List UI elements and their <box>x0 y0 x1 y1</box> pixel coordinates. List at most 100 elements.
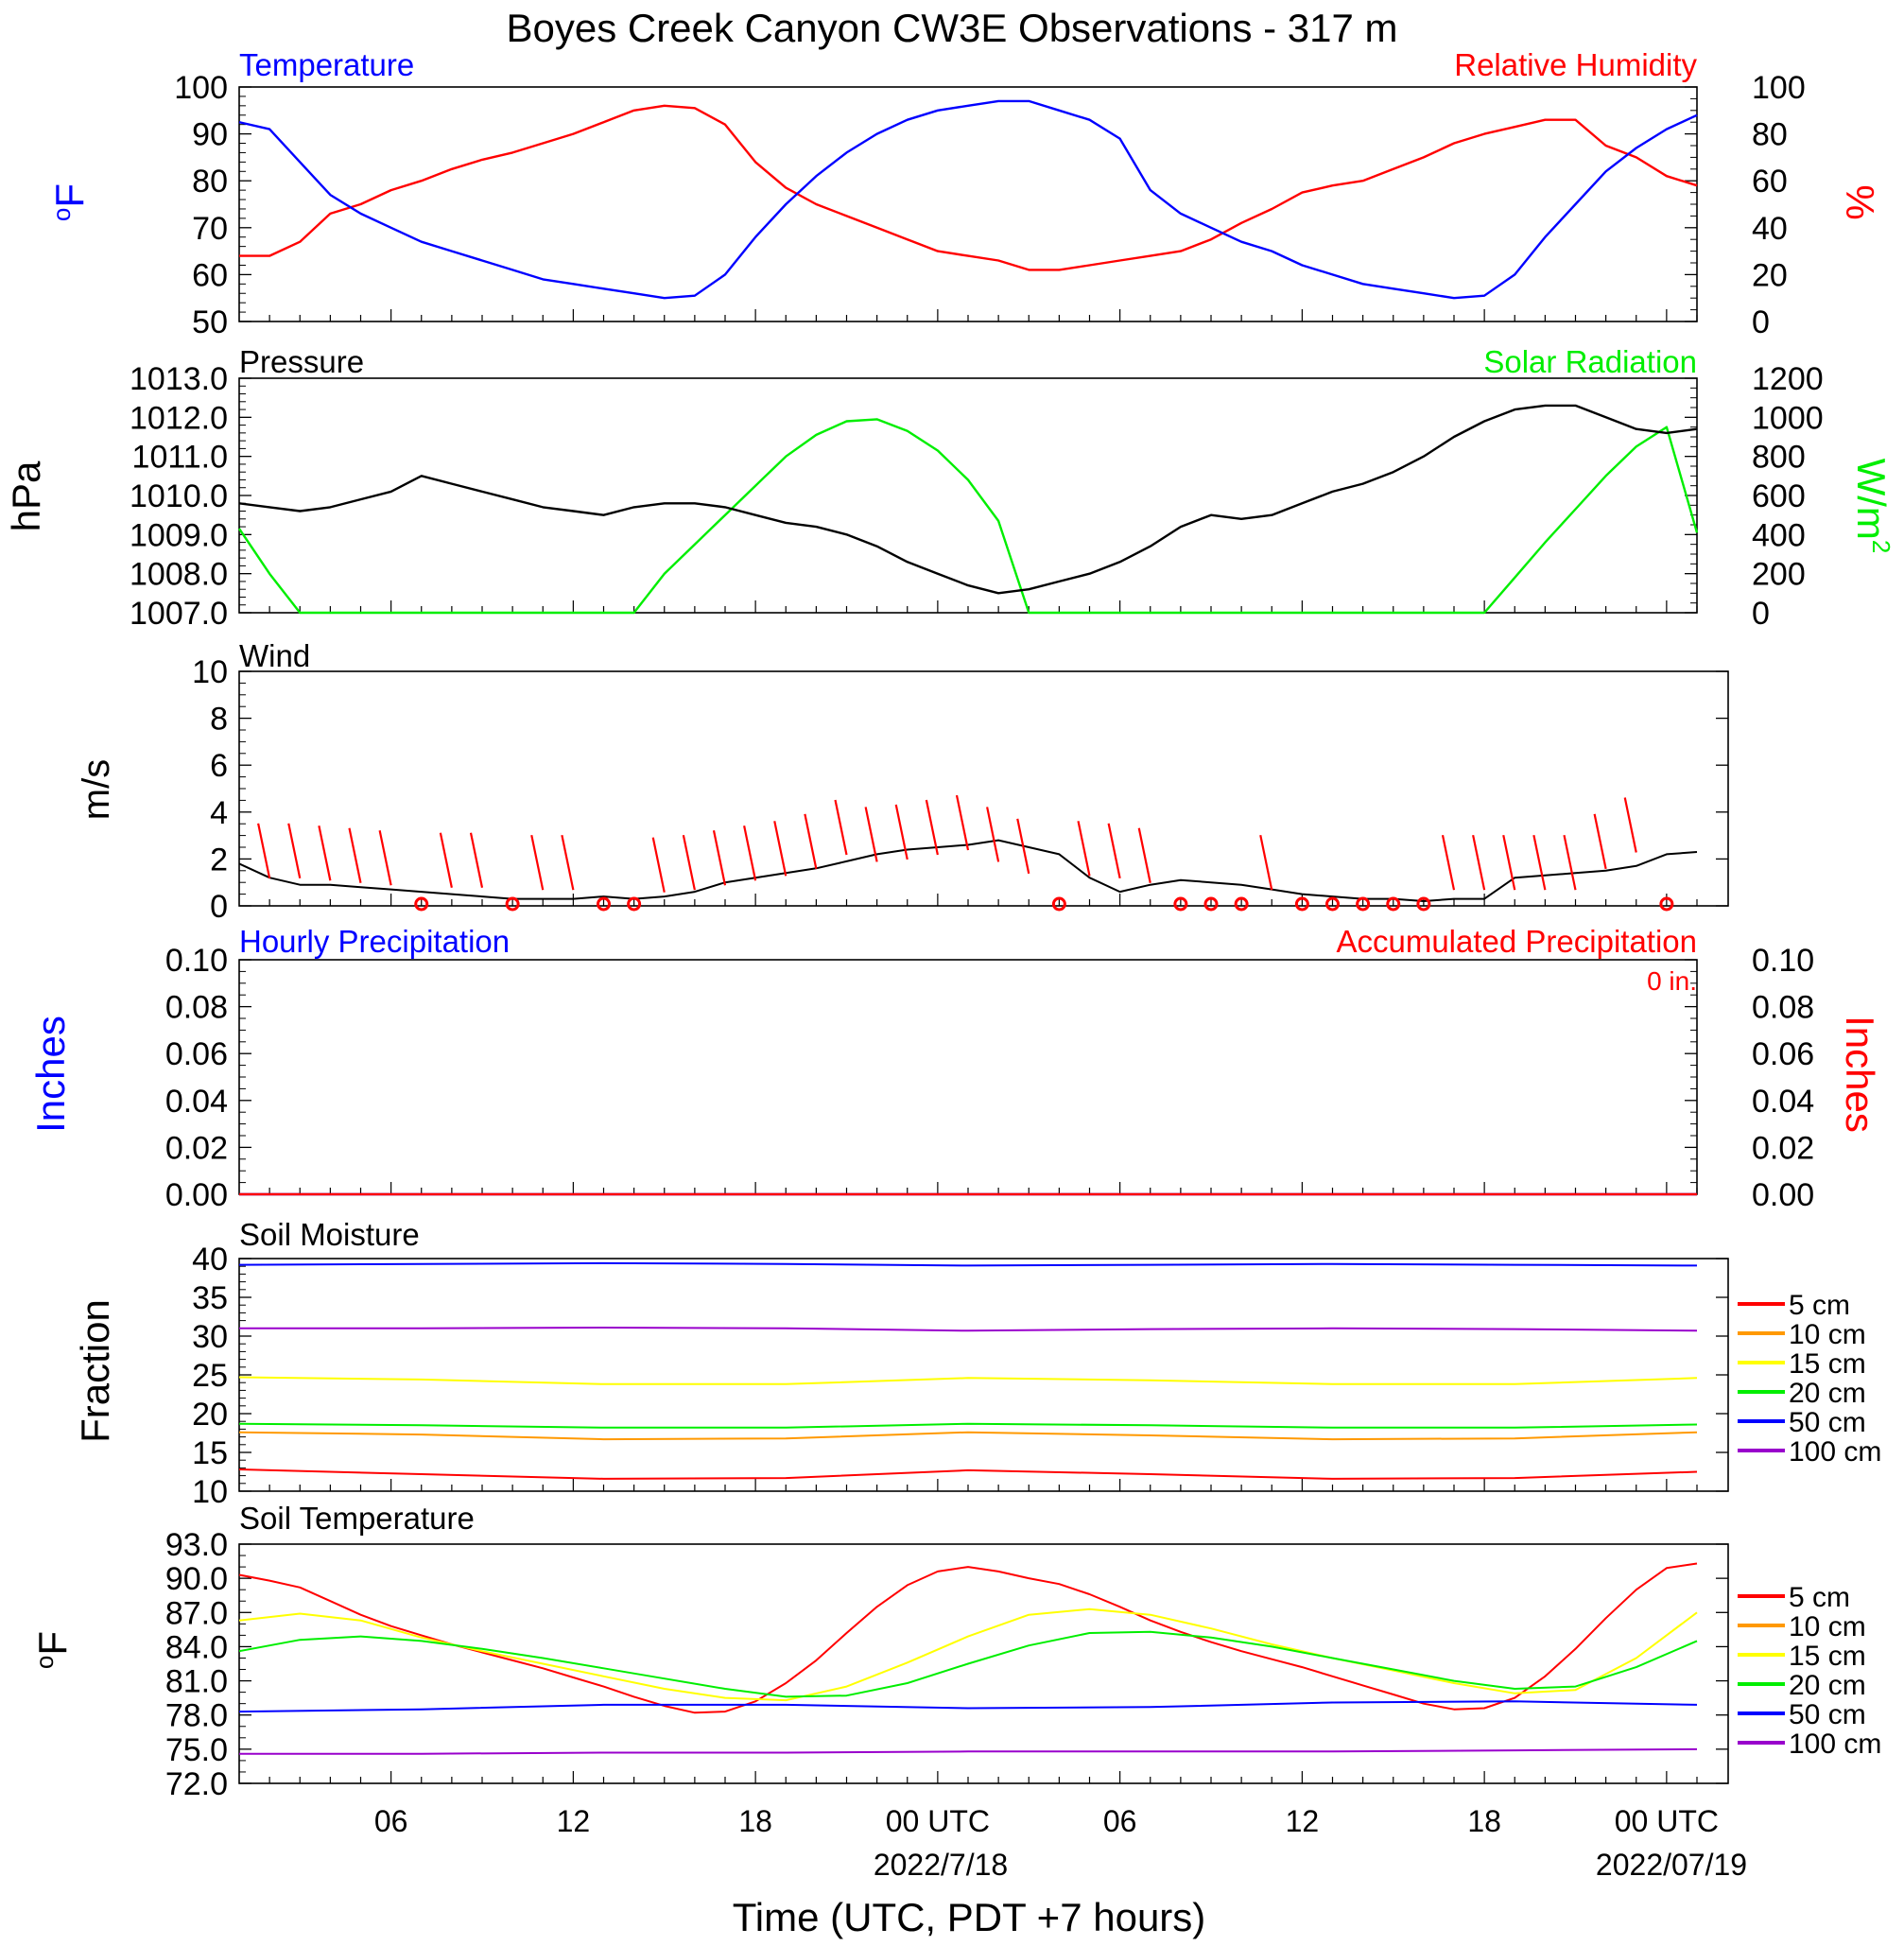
soil-moisture-y-tick-label: 10 <box>192 1474 228 1510</box>
soil-temp-y-tick-label: 90.0 <box>165 1561 228 1597</box>
soil-temp-panel: Soil Temperature oF 93.090.087.084.081.0… <box>30 1501 1881 1802</box>
wind-barb <box>1077 821 1091 877</box>
solar-y-tick-label: 1200 <box>1752 361 1824 397</box>
soil-temp-y-tick-label: 78.0 <box>165 1698 228 1734</box>
soil-temp-line <box>238 1562 1698 1714</box>
soil-moisture-legend-label: 5 cm <box>1789 1290 1850 1321</box>
soil-moisture-unit: Fraction <box>73 1299 117 1443</box>
wind-y-tick-label: 6 <box>210 748 228 784</box>
wind-barb <box>1623 797 1637 853</box>
x-tick-label: 12 <box>557 1804 591 1838</box>
solar-y-tick-label: 800 <box>1752 440 1806 476</box>
soil-moisture-y-tick-label: 35 <box>192 1280 228 1316</box>
solar-unit-base: W/m <box>1849 459 1894 540</box>
wind-speed-line <box>238 839 1698 902</box>
soil-moisture-y-tick-label: 15 <box>192 1435 228 1471</box>
solar-y-tick-label: 600 <box>1752 478 1806 514</box>
precip-right-unit: Inches <box>1838 1016 1882 1133</box>
precip-left-unit: Inches <box>28 1016 73 1133</box>
wind-barb <box>955 794 970 851</box>
precip-panel: Hourly Precipitation Accumulated Precipi… <box>28 924 1882 1213</box>
soil-moisture-line <box>238 1468 1698 1480</box>
wind-barb <box>743 825 757 881</box>
wind-barb <box>1016 818 1030 875</box>
soil-temp-line <box>238 1630 1698 1698</box>
wind-barb <box>864 807 878 862</box>
wind-calm-marker <box>1294 896 1309 912</box>
pressure-solar-frame <box>238 377 1698 614</box>
humidity-title: Relative Humidity <box>1454 47 1697 82</box>
precip-right-y-tick-label: 0.04 <box>1752 1084 1814 1120</box>
soil-moisture-y-tick-label: 40 <box>192 1242 228 1277</box>
figure-title: Boyes Creek Canyon CW3E Observations - 3… <box>506 6 1397 50</box>
wind-title: Wind <box>239 638 310 673</box>
rh-y-tick-label: 0 <box>1752 304 1770 340</box>
solar-y-tick-label: 0 <box>1752 596 1770 632</box>
date-label-2: 2022/07/19 <box>1596 1848 1747 1882</box>
wind-barb <box>834 799 848 856</box>
precip-frame <box>238 959 1698 1195</box>
wind-barb <box>804 813 818 870</box>
soil-temp-legend-label: 20 cm <box>1789 1670 1866 1701</box>
solar-title: Solar Radiation <box>1483 344 1697 379</box>
wind-barb <box>1532 834 1547 891</box>
soil-temp-y-tick-label: 87.0 <box>165 1595 228 1631</box>
wind-y-tick-label: 2 <box>210 842 228 877</box>
x-tick-label: 18 <box>738 1804 772 1838</box>
wind-barb <box>257 823 271 879</box>
pressure-y-tick-label: 1007.0 <box>130 596 228 632</box>
soil-temp-y-tick-label: 84.0 <box>165 1629 228 1665</box>
soil-temp-y-tick-label: 72.0 <box>165 1766 228 1802</box>
solar-line <box>238 418 1699 615</box>
soil-moisture-legend-label: 10 cm <box>1789 1319 1866 1350</box>
wind-calm-marker <box>1173 896 1188 912</box>
soil-temp-title: Soil Temperature <box>239 1501 475 1536</box>
wind-barb <box>1593 813 1607 870</box>
pressure-title: Pressure <box>239 344 364 379</box>
soil-temp-line <box>239 1747 1698 1755</box>
temp-y-tick-label: 90 <box>192 117 228 153</box>
rh-y-tick-label: 60 <box>1752 164 1788 200</box>
wind-barb <box>1259 834 1273 891</box>
wind-y-tick-label: 4 <box>210 795 228 831</box>
wind-barb <box>773 821 788 877</box>
x-tick-label: 06 <box>1103 1804 1137 1838</box>
wind-calm-marker <box>1386 896 1401 912</box>
precip-right-y-tick-label: 0.08 <box>1752 990 1814 1026</box>
wind-barb <box>287 823 302 879</box>
wind-calm-marker <box>1234 896 1249 912</box>
accum-precip-title: Accumulated Precipitation <box>1336 924 1697 959</box>
humidity-unit: % <box>1838 184 1882 219</box>
wind-panel: Wind m/s 10 8 6 4 2 0 <box>76 638 1729 925</box>
humidity-line <box>239 104 1698 271</box>
pressure-solar-panel: Pressure Solar Radiation hPa W/m2 1013.0… <box>4 344 1895 632</box>
pressure-y-tick-label: 1013.0 <box>130 361 228 397</box>
wind-calm-marker <box>627 896 642 912</box>
solar-y-tick-label: 400 <box>1752 517 1806 553</box>
temp-y-tick-label: 80 <box>192 164 228 200</box>
wind-barb <box>348 827 362 883</box>
wind-barb <box>378 830 392 886</box>
pressure-unit: hPa <box>4 460 48 531</box>
wind-calm-marker <box>1203 896 1219 912</box>
temperature-title: Temperature <box>239 47 414 82</box>
soil-temp-y-tick-label: 81.0 <box>165 1664 228 1700</box>
wind-unit: m/s <box>76 759 117 820</box>
temp-y-tick-label: 60 <box>192 257 228 293</box>
temp-y-tick-label: 70 <box>192 211 228 247</box>
wind-barb <box>712 830 727 886</box>
x-tick-label: 00 UTC <box>1615 1804 1719 1838</box>
soil-temp-unit: oF <box>30 1631 75 1669</box>
x-axis-label: Time (UTC, PDT +7 hours) <box>733 1895 1206 1939</box>
wind-barb <box>1563 834 1577 891</box>
wind-barb <box>682 834 696 891</box>
precip-left-y-tick-label: 0.08 <box>165 990 228 1026</box>
wind-barb <box>1502 834 1516 891</box>
wind-barb <box>1441 834 1456 891</box>
wind-frame <box>238 670 1729 907</box>
soil-temp-line <box>238 1607 1698 1702</box>
wind-barb <box>651 837 666 893</box>
soil-moisture-line <box>238 1376 1698 1385</box>
x-axis: 06 12 18 00 UTC 06 12 18 00 UTC <box>374 1804 1719 1838</box>
